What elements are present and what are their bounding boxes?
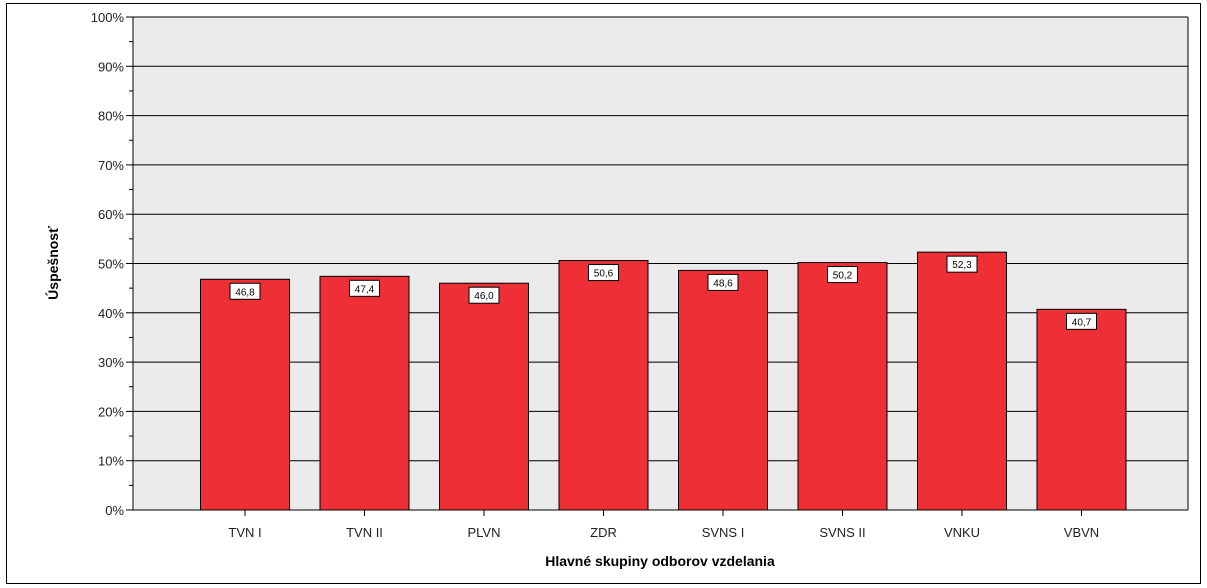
- data-label-box: [588, 264, 619, 282]
- y-tick-label: 30%: [98, 355, 124, 370]
- bar: [678, 269, 768, 511]
- y-tick-label: 90%: [98, 59, 124, 74]
- data-label-box: [468, 286, 500, 304]
- axes: 0% 10% 20% 30% 40% 50% 60% 70% 80% 90% 100% TVN I TV…: [91, 10, 1189, 540]
- data-label-box: [946, 255, 978, 273]
- data-label-box: [1066, 312, 1097, 330]
- bar: [200, 278, 290, 511]
- data-label: 48,6: [713, 278, 733, 289]
- x-axis-title: Hlavné skupiny odborov vzdelania: [545, 553, 775, 569]
- data-label-box: [827, 266, 858, 284]
- y-tick-label: 80%: [98, 109, 124, 124]
- data-label: 47,4: [355, 284, 375, 295]
- y-axis-title: Úspešnosť: [44, 226, 61, 300]
- data-label: 52,3: [952, 260, 972, 271]
- y-tick-label: 60%: [98, 207, 124, 222]
- x-tick-label: SVNS II: [819, 525, 865, 540]
- x-tick-label: TVN I: [228, 525, 261, 540]
- data-label: 46,8: [235, 287, 255, 298]
- y-tick-label: 10%: [98, 454, 124, 469]
- gridlines: [133, 16, 1188, 462]
- y-tick-label: 20%: [98, 404, 124, 419]
- bar: [319, 275, 410, 511]
- data-label: 50,6: [594, 269, 614, 280]
- bars: 46,8 47,4 46,0 50,6 48,6 50,2 52,3 40,7: [200, 251, 1127, 511]
- data-label-box: [229, 282, 261, 300]
- bar: [558, 260, 649, 511]
- bar: [1036, 308, 1127, 511]
- y-tick-label: 50%: [98, 257, 124, 272]
- bar: [797, 262, 888, 511]
- x-tick-label: VBVN: [1064, 525, 1099, 540]
- y-tick-label: 40%: [98, 306, 124, 321]
- y-tick-label: 0%: [105, 503, 124, 518]
- y-tick-label: 70%: [98, 158, 124, 173]
- bar: [439, 282, 529, 511]
- x-tick-label: SVNS I: [702, 525, 745, 540]
- data-label: 50,2: [833, 271, 853, 282]
- x-tick-label: VNKU: [944, 525, 980, 540]
- y-tick-label: 100%: [91, 10, 125, 25]
- data-label-box: [707, 273, 739, 291]
- x-tick-label: PLVN: [468, 525, 501, 540]
- x-tick-label: ZDR: [590, 525, 617, 540]
- data-label: 46,0: [474, 291, 494, 302]
- data-label-box: [349, 279, 380, 297]
- bar: [917, 251, 1007, 511]
- x-tick-label: TVN II: [346, 525, 383, 540]
- data-label: 40,7: [1072, 317, 1092, 328]
